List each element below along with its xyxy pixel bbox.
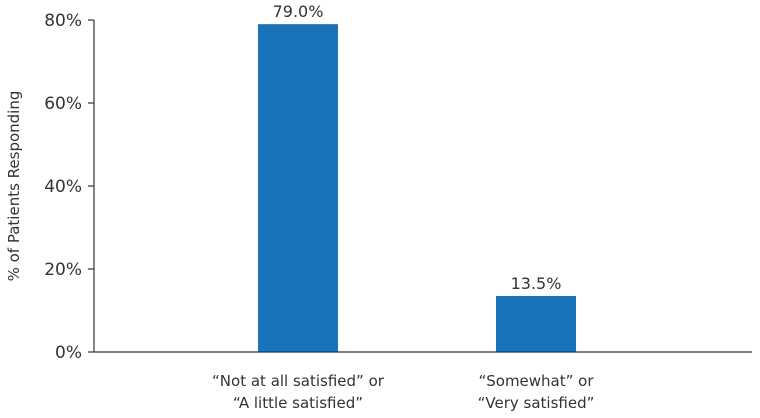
y-axis-ticks: 0% 20% 40% 60% 80% xyxy=(44,11,94,363)
x-tick-label: “Not at all satisfied” or xyxy=(212,372,385,390)
x-axis-labels: “Not at all satisfied” or “A little satis… xyxy=(212,372,594,412)
y-tick-label: 20% xyxy=(44,260,82,280)
y-tick-label: 60% xyxy=(44,94,82,114)
y-tick-label: 0% xyxy=(55,343,82,363)
data-labels: 79.0% 13.5% xyxy=(273,2,562,293)
y-tick-label: 80% xyxy=(44,11,82,31)
bars xyxy=(258,24,576,353)
x-tick-label: “Somewhat” or xyxy=(478,372,594,390)
x-tick-label: “A little satisfied” xyxy=(233,394,363,412)
data-label: 13.5% xyxy=(511,274,562,293)
y-axis-label: % of Patients Responding xyxy=(5,91,23,282)
y-tick-label: 40% xyxy=(44,177,82,197)
bar xyxy=(258,24,338,353)
bar xyxy=(496,295,576,352)
data-label: 79.0% xyxy=(273,2,324,21)
x-tick-label: “Very satisfied” xyxy=(478,394,595,412)
